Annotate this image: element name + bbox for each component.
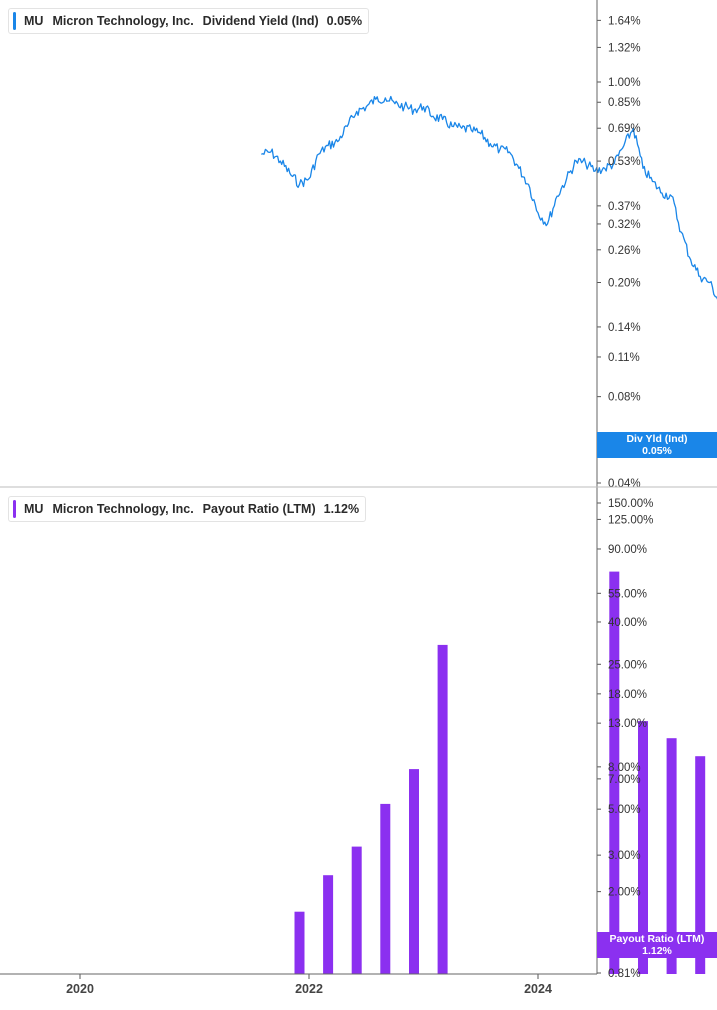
dividend-yield-value-tag: Div Yld (Ind) 0.05% (597, 432, 717, 458)
y-tick-label: 0.20% (608, 278, 641, 290)
y-tick-label: 5.00% (608, 804, 641, 816)
payout-ratio-bar (409, 769, 419, 974)
payout-ratio-bar (380, 803, 391, 974)
y-tick-label: 0.08% (608, 392, 641, 404)
legend-company: Micron Technology, Inc. (52, 502, 194, 516)
y-tick-label: 2.00% (608, 887, 641, 899)
dividend-yield-legend: MU Micron Technology, Inc. Dividend Yiel… (8, 8, 370, 34)
payout-ratio-bar (695, 756, 706, 974)
payout-ratio-value-tag: Payout Ratio (LTM) 1.12% (597, 932, 717, 958)
y-tick-label: 125.00% (608, 514, 653, 526)
legend-latest-value: 1.12% (323, 502, 360, 516)
payout-ratio-legend: MU Micron Technology, Inc. Payout Ratio … (8, 496, 367, 522)
tag-label: Payout Ratio (LTM) (609, 933, 705, 945)
y-tick-label: 0.14% (608, 322, 641, 334)
tag-label: Div Yld (Ind) (626, 433, 688, 445)
tag-value: 0.05% (642, 445, 672, 457)
legend-latest-value: 0.05% (326, 14, 363, 28)
payout-ratio-swatch (13, 500, 16, 518)
y-tick-label: 13.00% (608, 718, 647, 730)
tag-value: 1.12% (642, 945, 672, 957)
legend-company: Micron Technology, Inc. (52, 14, 194, 28)
dividend-yield-swatch (13, 12, 16, 30)
payout-ratio-bar (351, 846, 362, 974)
legend-metric: Dividend Yield (Ind) (202, 14, 319, 28)
x-tick-label: 2024 (524, 982, 552, 996)
y-tick-label: 0.04% (608, 478, 641, 490)
y-tick-label: 1.00% (608, 77, 641, 89)
legend-symbol: MU (24, 14, 44, 28)
payout-ratio-bar (638, 721, 648, 974)
payout-ratio-bar (323, 875, 334, 974)
y-tick-label: 1.64% (608, 15, 641, 27)
y-tick-label: 150.00% (608, 498, 653, 510)
payout-ratio-bar (609, 571, 620, 974)
y-tick-label: 25.00% (608, 659, 647, 671)
x-tick-label: 2020 (66, 982, 94, 996)
y-tick-label: 18.00% (608, 689, 647, 701)
y-tick-label: 0.69% (608, 123, 641, 135)
y-tick-label: 40.00% (608, 617, 647, 629)
x-tick-label: 2022 (295, 982, 323, 996)
payout-ratio-bar (666, 738, 677, 974)
y-tick-label: 8.00% (608, 762, 641, 774)
y-tick-label: 0.11% (608, 352, 640, 364)
y-tick-label: 1.32% (608, 42, 641, 54)
dividend-yield-line (261, 95, 717, 300)
y-tick-label: 0.85% (608, 97, 641, 109)
payout-ratio-bar (437, 644, 448, 974)
y-tick-label: 7.00% (608, 774, 641, 786)
y-tick-label: 0.37% (608, 201, 641, 213)
y-tick-label: 55.00% (608, 588, 647, 600)
y-tick-label: 90.00% (608, 544, 647, 556)
y-tick-label: 0.53% (608, 156, 641, 168)
y-tick-label: 0.81% (608, 968, 641, 980)
legend-metric: Payout Ratio (LTM) (202, 502, 316, 516)
y-tick-label: 3.00% (608, 850, 641, 862)
payout-ratio-bar (294, 911, 305, 974)
y-tick-label: 0.26% (608, 245, 641, 257)
legend-symbol: MU (24, 502, 44, 516)
y-tick-label: 0.32% (608, 219, 641, 231)
